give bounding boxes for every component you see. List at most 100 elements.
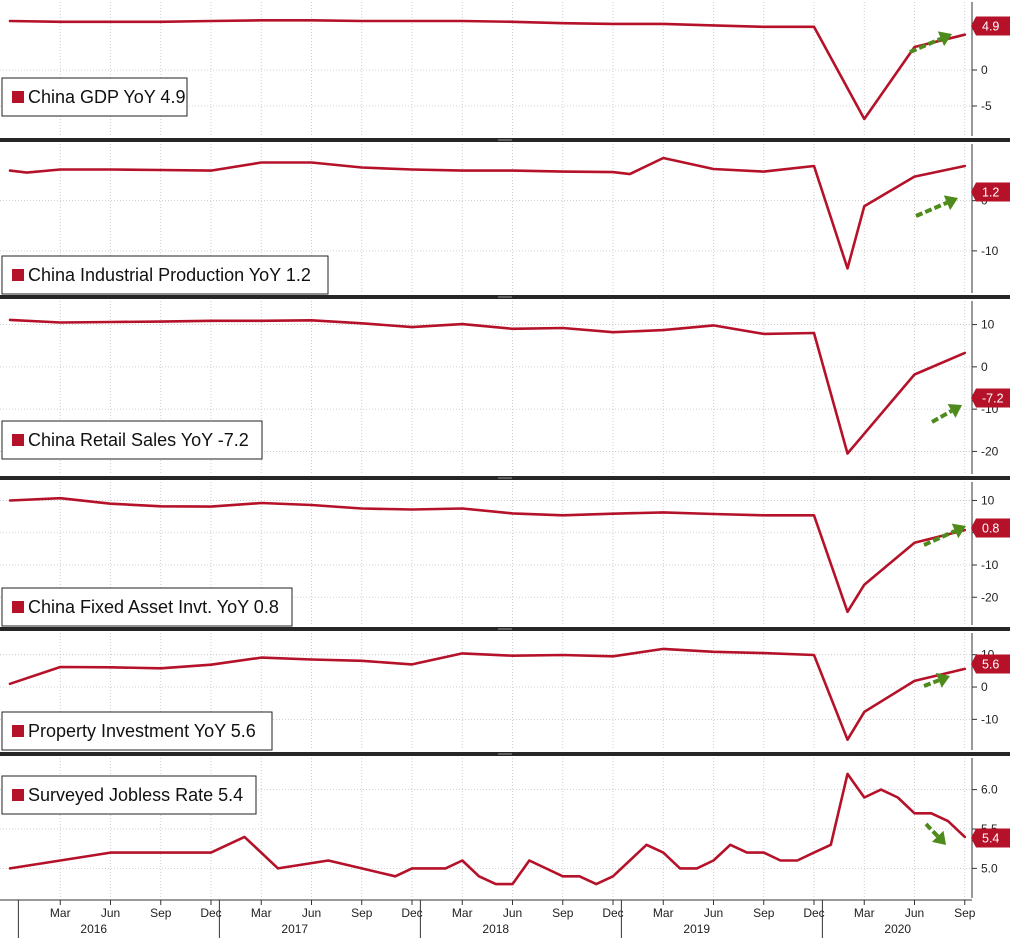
series-label-box: China GDP YoY 4.9 [1, 77, 188, 117]
x-month-label: Sep [753, 906, 775, 920]
x-month-label: Sep [150, 906, 172, 920]
arrow-head [935, 672, 950, 688]
x-month-label: Jun [302, 906, 321, 920]
y-tick-label: 0 [981, 680, 988, 694]
last-value-badge: 5.4 [971, 828, 1010, 848]
x-month-label: Jun [905, 906, 924, 920]
badge-value: 1.2 [982, 186, 999, 200]
badge-shape [971, 16, 1010, 36]
x-month-label: Dec [401, 906, 422, 920]
x-month-label: Mar [854, 906, 875, 920]
y-tick-label: 6.0 [981, 783, 998, 797]
badge-shape [971, 388, 1010, 408]
arrow-head [947, 403, 962, 418]
x-month-label: Dec [803, 906, 824, 920]
arrow-head [951, 523, 966, 539]
arrow-shaft [923, 529, 956, 547]
legend-swatch [12, 434, 24, 446]
series-label-box: Surveyed Jobless Rate 5.4 [1, 775, 257, 815]
x-year-label: 2018 [482, 922, 509, 936]
last-value-badge: 0.8 [971, 518, 1010, 538]
series-name: China GDP YoY 4.9 [28, 87, 185, 107]
label-box-frame [1, 775, 257, 815]
trend-up-arrow-icon [923, 523, 966, 547]
x-month-label: Sep [954, 906, 976, 920]
trend-up-arrow-icon [931, 403, 962, 424]
x-month-label: Sep [351, 906, 373, 920]
series-name: China Industrial Production YoY 1.2 [28, 265, 311, 285]
x-month-label: Dec [200, 906, 221, 920]
trend-up-arrow-icon [909, 31, 952, 54]
series-label-box: China Retail Sales YoY -7.2 [1, 420, 263, 460]
trend-up-arrow-icon [915, 195, 958, 218]
y-tick-label: 0 [981, 63, 988, 77]
last-value-badge: 4.9 [971, 16, 1010, 36]
label-box-frame [1, 420, 263, 460]
label-box-frame [1, 587, 293, 627]
legend-swatch [12, 601, 24, 613]
series-line [8, 156, 967, 270]
last-value-badge: 5.6 [971, 654, 1010, 674]
x-month-label: Dec [602, 906, 623, 920]
y-tick-label: -10 [981, 712, 999, 726]
series-label-box: China Fixed Asset Invt. YoY 0.8 [1, 587, 293, 627]
arrow-shaft [924, 822, 940, 838]
y-tick-label: 5.0 [981, 861, 998, 875]
x-month-label: Mar [50, 906, 71, 920]
x-year-label: 2017 [281, 922, 308, 936]
arrow-head [931, 830, 946, 845]
label-box-frame [1, 711, 273, 751]
y-tick-label: -20 [981, 444, 999, 458]
badge-value: -7.2 [982, 392, 1004, 406]
badge-shape [971, 828, 1010, 848]
legend-swatch [12, 269, 24, 281]
x-month-label: Jun [503, 906, 522, 920]
series-name: Surveyed Jobless Rate 5.4 [28, 785, 243, 805]
y-tick-label: 10 [981, 493, 995, 507]
series-line [8, 647, 967, 742]
arrow-head [943, 195, 958, 211]
trend-up-arrow-icon [923, 672, 950, 688]
legend-swatch [12, 725, 24, 737]
arrow-shaft [915, 200, 948, 218]
series-name: China Fixed Asset Invt. YoY 0.8 [28, 597, 279, 617]
x-year-label: 2016 [80, 922, 107, 936]
badge-shape [971, 654, 1010, 674]
series-name: Property Investment YoY 5.6 [28, 721, 256, 741]
series-line [8, 496, 967, 614]
arrow-head [937, 31, 952, 47]
label-layer: China GDP YoY 4.9 4.9 China Industrial Pro… [0, 16, 1010, 848]
badge-value: 5.4 [982, 832, 999, 846]
badge-shape [971, 182, 1010, 202]
x-year-label: 2019 [683, 922, 710, 936]
label-box-frame [1, 77, 188, 117]
y-tick-label: -10 [981, 558, 999, 572]
x-month-label: Mar [251, 906, 272, 920]
badge-shape [971, 518, 1010, 538]
legend-swatch [12, 91, 24, 103]
series-line [8, 318, 967, 455]
badge-value: 5.6 [982, 658, 999, 672]
y-tick-label: -5 [981, 99, 992, 113]
x-month-label: Mar [653, 906, 674, 920]
y-tick-label: 0 [981, 360, 988, 374]
series-label-box: Property Investment YoY 5.6 [1, 711, 273, 751]
series-name: China Retail Sales YoY -7.2 [28, 430, 249, 450]
trend-down-arrow-icon [924, 822, 946, 845]
badge-value: 0.8 [982, 522, 999, 536]
series-line [8, 18, 967, 121]
x-month-label: Jun [101, 906, 120, 920]
y-tick-label: -20 [981, 590, 999, 604]
series-label-box: China Industrial Production YoY 1.2 [1, 255, 329, 295]
x-year-label: 2020 [884, 922, 911, 936]
label-box-frame [1, 255, 329, 295]
arrow-shaft [909, 36, 942, 54]
last-value-badge: 1.2 [971, 182, 1010, 202]
x-month-label: Jun [704, 906, 723, 920]
x-month-label: Sep [552, 906, 574, 920]
arrow-shaft [923, 678, 940, 688]
series-line [8, 772, 967, 886]
